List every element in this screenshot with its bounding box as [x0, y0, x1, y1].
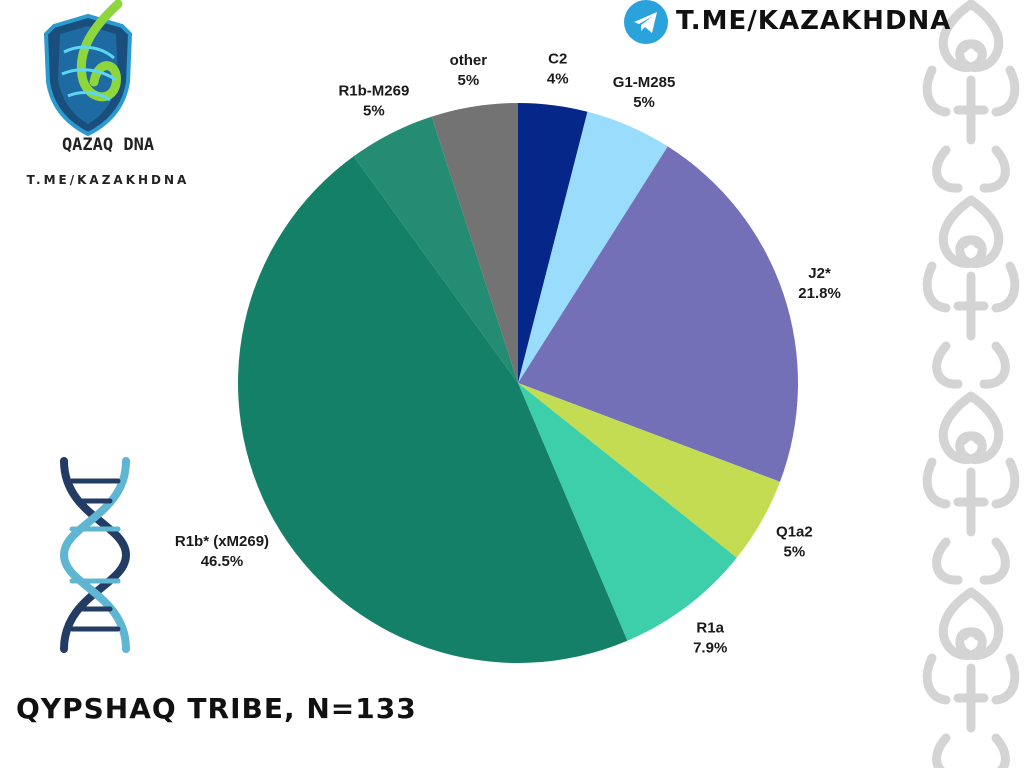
slice-value-g1-m285: 5% [633, 94, 655, 111]
slice-label-r1a: R1a [696, 619, 724, 636]
pie-slice-other [431, 103, 518, 383]
pie-slice-j2 [518, 146, 799, 482]
slice-label-other: other [450, 52, 488, 69]
slice-value-other: 5% [458, 72, 480, 89]
dna-shield-icon [43, 0, 133, 137]
pie-slice-r1b-xm269 [237, 156, 628, 664]
pie-slice-r1b-m269 [353, 116, 518, 384]
slice-value-q1a2: 5% [784, 543, 806, 560]
dna-helix-icon [59, 457, 131, 653]
slice-value-j2: 21.8% [798, 285, 841, 302]
pie-slice-q1a2 [518, 383, 780, 558]
slice-label-r1b-m269: R1b-M269 [338, 83, 409, 100]
slice-label-r1b-xm269: R1b* (xM269) [175, 533, 269, 550]
slice-label-c2: C2 [548, 50, 567, 67]
slice-value-r1a: 7.9% [693, 639, 727, 656]
slice-label-j2: J2* [808, 265, 831, 282]
slice-label-g1-m285: G1-M285 [613, 74, 676, 91]
slice-value-r1b-m269: 5% [363, 103, 385, 120]
telegram-link-text: T.ME/KAZAKHDNA [676, 6, 952, 36]
pie-slice-c2 [518, 103, 588, 383]
telegram-paper-plane-icon [624, 0, 668, 44]
slice-value-r1b-xm269: 46.5% [201, 553, 244, 570]
slice-value-c2: 4% [547, 70, 569, 87]
logo-brand: QAZAQ DNA [62, 135, 154, 155]
pie-slice-g1-m285 [518, 111, 668, 384]
pie-slice-r1a [518, 383, 737, 641]
slice-label-q1a2: Q1a2 [776, 523, 813, 540]
qazaq-dna-logo: QAZAQ DNA T.ME/KAZAKHDNA [27, 0, 190, 187]
chart-caption: QYPSHAQ TRIBE, N=133 [16, 692, 417, 725]
telegram-link[interactable]: T.ME/KAZAKHDNA [624, 0, 950, 44]
logo-link: T.ME/KAZAKHDNA [27, 173, 190, 187]
